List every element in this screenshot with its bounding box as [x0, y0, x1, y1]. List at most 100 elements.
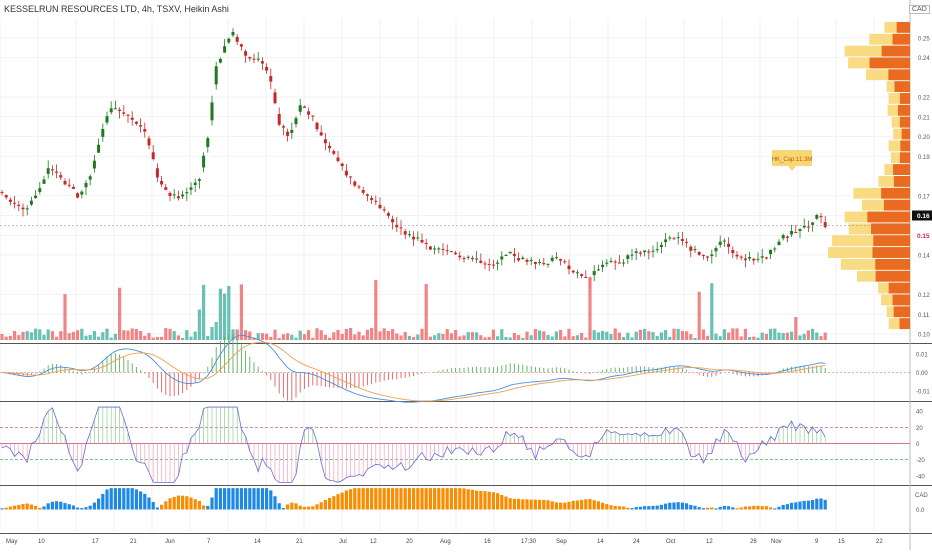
candle-body [420, 239, 424, 243]
candle-body [470, 257, 474, 260]
volume-bar [307, 330, 311, 340]
ao-bar [155, 507, 159, 510]
ao-bar [370, 488, 374, 510]
volume-bar [399, 335, 403, 340]
candle-body [706, 256, 710, 258]
vp-bar-up [893, 176, 910, 187]
volume-bar [361, 335, 365, 340]
candle-body [407, 234, 411, 236]
volume-bar [756, 337, 760, 340]
volume-bar [680, 330, 684, 340]
vp-bar-up [873, 235, 910, 247]
candle-body [25, 208, 29, 210]
candle-body [676, 237, 680, 239]
candle-body [554, 257, 558, 259]
candle-body [370, 197, 374, 201]
vp-bar-up [893, 306, 910, 318]
chart-title: KESSELRUN RESOURCES LTD, 4h, TSXV, Heiki… [4, 4, 229, 14]
ao-bar [538, 499, 542, 510]
candle-body [172, 194, 176, 196]
price-axis: 0.25 0.24 0.22 0.21 0.20 0.19 0.17 0.16 0.15 0.14… [918, 36, 930, 338]
candle-body [483, 263, 487, 265]
volume-bar [269, 336, 273, 340]
volume-bar [580, 332, 584, 340]
candle-body [88, 176, 92, 180]
candle-body [416, 237, 420, 239]
ao-bar [571, 500, 575, 510]
volume-bar [332, 332, 336, 340]
cci-pane: 40 20 0 -20 -40 [0, 406, 925, 483]
candle-body [424, 243, 428, 245]
ao-bar [554, 502, 558, 510]
volume-bar [231, 329, 235, 340]
ao-bar [773, 508, 777, 510]
ao-bar [307, 506, 311, 510]
candle-body [29, 200, 33, 205]
volume-bar [722, 329, 726, 340]
candle-body [0, 192, 4, 194]
ao-bar [777, 506, 781, 510]
volume-bar [281, 334, 285, 340]
ao-bar [214, 488, 218, 510]
cci-tick-label: 0 [916, 442, 920, 448]
volume-bar [374, 280, 378, 340]
annotation-pointer [788, 166, 796, 171]
time-tick-label: 24 [633, 539, 640, 545]
candle-body [84, 182, 88, 188]
ao-zero-label: 0.0 [916, 508, 925, 514]
volume-bar [168, 328, 172, 340]
ao-bar [197, 500, 201, 510]
candle-body [46, 168, 50, 174]
time-tick-label: Jul [339, 539, 347, 545]
volume-bar [588, 277, 592, 340]
macd-pane: 0.01 0.00 -0.01 [0, 334, 930, 403]
vp-bar-up [899, 318, 910, 330]
volume-bar [25, 331, 29, 340]
volume-bar [504, 336, 508, 340]
volume-bar [424, 283, 428, 340]
candle-body [71, 187, 75, 189]
candle-body [252, 58, 256, 60]
ao-bar [344, 490, 348, 510]
ao-pane: CAD 0.0 [0, 488, 928, 514]
volume-bar [550, 336, 554, 340]
ao-bar [164, 501, 168, 510]
candle-body [315, 122, 319, 130]
ao-bar [533, 499, 537, 510]
volume-bar [575, 335, 579, 340]
volume-bar [403, 331, 407, 340]
ao-bar [231, 488, 235, 510]
price-tick-label: 0.20 [918, 135, 930, 141]
ao-bar [596, 501, 600, 510]
volume-bar [605, 331, 609, 340]
ao-bar [685, 503, 689, 510]
volume-bar [697, 291, 701, 340]
volume-bar [273, 329, 277, 340]
currency-badge[interactable]: CAD [909, 5, 930, 14]
vp-bar-up [875, 270, 910, 282]
candle-body [353, 181, 357, 186]
ao-bar [34, 505, 38, 510]
candle-body [697, 251, 701, 255]
volume-bar [727, 332, 731, 340]
candle-body [155, 168, 159, 178]
volume-bar [130, 328, 134, 340]
volume-bar [445, 329, 449, 340]
candle-body [441, 248, 445, 250]
candle-body [693, 249, 697, 251]
candle-body [601, 264, 605, 268]
ao-bar [655, 505, 659, 510]
candle-body [214, 66, 218, 85]
ao-bar [374, 488, 378, 510]
volume-bar [664, 330, 668, 340]
ao-bar [508, 498, 512, 510]
ao-bar [609, 505, 613, 510]
candle-body [361, 190, 365, 193]
volume-bar [109, 337, 113, 340]
volume-bar [764, 333, 768, 340]
price-tick-label: 0.17 [918, 194, 930, 200]
candle-body [281, 126, 285, 128]
candle-body [491, 264, 495, 266]
volume-bar [386, 330, 390, 340]
